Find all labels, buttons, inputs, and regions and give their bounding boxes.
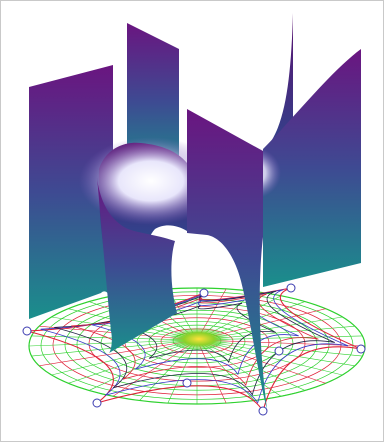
panel-left (29, 65, 113, 319)
control-node (258, 406, 268, 416)
panel-far-right (263, 49, 361, 287)
panel-front-left (97, 177, 177, 353)
control-node (356, 344, 366, 354)
star-curve (71, 293, 319, 387)
control-node (182, 378, 192, 388)
grid-spoke (68, 339, 198, 384)
control-node (92, 398, 102, 408)
control-node (22, 326, 32, 336)
star-curve (91, 297, 299, 376)
grid-spoke (51, 339, 198, 376)
grid-spoke (88, 339, 198, 391)
center-hotspot (169, 327, 229, 351)
surface-panels (29, 13, 361, 409)
control-node (274, 346, 284, 356)
grid-spoke (112, 339, 198, 397)
control-node (199, 288, 209, 298)
control-node (286, 283, 296, 293)
panel-front-center (187, 109, 267, 409)
polar-grid-disk (22, 283, 366, 416)
star-curve (115, 302, 276, 364)
